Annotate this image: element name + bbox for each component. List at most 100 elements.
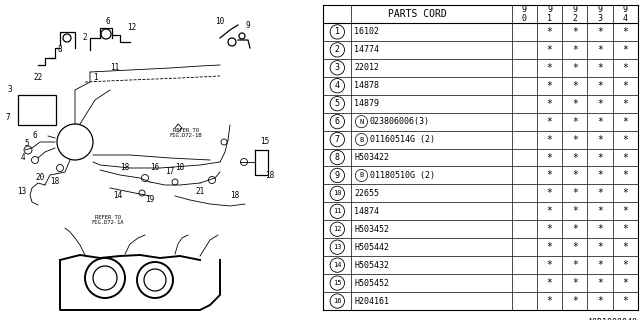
Text: 4: 4 [20,153,26,162]
Text: 21: 21 [195,188,205,196]
Text: 9
2: 9 2 [572,5,577,23]
Text: 22: 22 [33,74,43,83]
Text: 13: 13 [333,244,342,250]
Text: *: * [623,278,628,288]
Text: *: * [623,260,628,270]
Text: 9: 9 [335,171,340,180]
Text: *: * [597,134,603,145]
Text: H505442: H505442 [355,243,389,252]
Text: N: N [359,119,364,124]
Text: 17: 17 [165,167,175,177]
Text: *: * [547,188,552,198]
Text: *: * [623,188,628,198]
Text: 023806006(3): 023806006(3) [369,117,429,126]
Text: 6: 6 [33,132,37,140]
Text: *: * [623,116,628,127]
Text: *: * [572,171,578,180]
Text: *: * [572,296,578,306]
Text: *: * [547,171,552,180]
Text: 19: 19 [145,196,155,204]
Text: 15: 15 [260,138,269,147]
Text: *: * [597,278,603,288]
Text: *: * [547,224,552,234]
Text: *: * [547,260,552,270]
Text: *: * [623,63,628,73]
Text: *: * [623,99,628,109]
Text: B: B [359,172,364,179]
Text: B: B [359,137,364,142]
Text: *: * [597,171,603,180]
Text: *: * [547,206,552,216]
Text: *: * [597,224,603,234]
Text: *: * [597,81,603,91]
Text: *: * [597,260,603,270]
Text: 2: 2 [83,34,87,43]
Text: 8: 8 [335,153,340,162]
Text: REFER TO
FIG.D72-1A: REFER TO FIG.D72-1A [92,215,124,225]
Text: 12: 12 [333,226,342,232]
Text: H505452: H505452 [355,279,389,288]
Text: *: * [623,296,628,306]
Text: *: * [623,206,628,216]
Text: *: * [623,134,628,145]
Text: *: * [623,81,628,91]
Text: 01180510G (2): 01180510G (2) [369,171,435,180]
Text: *: * [572,153,578,163]
Text: 15: 15 [333,280,342,286]
Text: 14879: 14879 [355,99,380,108]
Text: *: * [572,260,578,270]
Text: 9
1: 9 1 [547,5,552,23]
Text: 11: 11 [333,208,342,214]
Text: *: * [547,134,552,145]
Text: 5: 5 [335,99,340,108]
Text: *: * [547,27,552,37]
Text: 9
4: 9 4 [623,5,628,23]
Text: 01160514G (2): 01160514G (2) [369,135,435,144]
Text: 2: 2 [335,45,340,54]
Text: *: * [572,27,578,37]
Text: *: * [547,81,552,91]
Text: *: * [547,278,552,288]
Text: 18: 18 [175,164,184,172]
Text: *: * [547,45,552,55]
Text: H204161: H204161 [355,297,389,306]
Text: *: * [572,134,578,145]
Text: *: * [597,206,603,216]
Text: 9
0: 9 0 [522,5,527,23]
Text: *: * [572,63,578,73]
Text: H505432: H505432 [355,261,389,270]
Text: *: * [547,296,552,306]
Text: 14: 14 [113,191,123,201]
Text: *: * [623,153,628,163]
Text: *: * [572,116,578,127]
Text: *: * [547,242,552,252]
Text: *: * [623,45,628,55]
Text: *: * [597,63,603,73]
Text: *: * [572,45,578,55]
Text: *: * [623,27,628,37]
Text: 5: 5 [25,139,29,148]
Text: 9: 9 [246,20,250,29]
Text: *: * [623,224,628,234]
Text: *: * [572,242,578,252]
Text: *: * [572,224,578,234]
Text: 12: 12 [127,23,136,33]
Text: 14774: 14774 [355,45,380,54]
Text: *: * [597,242,603,252]
Text: A0B1000040: A0B1000040 [588,318,638,320]
Text: 6: 6 [335,117,340,126]
Text: *: * [597,27,603,37]
Text: 4: 4 [335,81,340,90]
Text: *: * [572,81,578,91]
Text: 18: 18 [120,164,130,172]
Text: 10: 10 [333,190,342,196]
Text: 18: 18 [230,190,239,199]
Text: PARTS CORD: PARTS CORD [388,9,447,19]
Text: *: * [572,188,578,198]
Text: 9
3: 9 3 [598,5,603,23]
Text: *: * [597,116,603,127]
Text: 14878: 14878 [355,81,380,90]
Text: 20: 20 [35,173,45,182]
Text: *: * [597,153,603,163]
Text: *: * [572,99,578,109]
